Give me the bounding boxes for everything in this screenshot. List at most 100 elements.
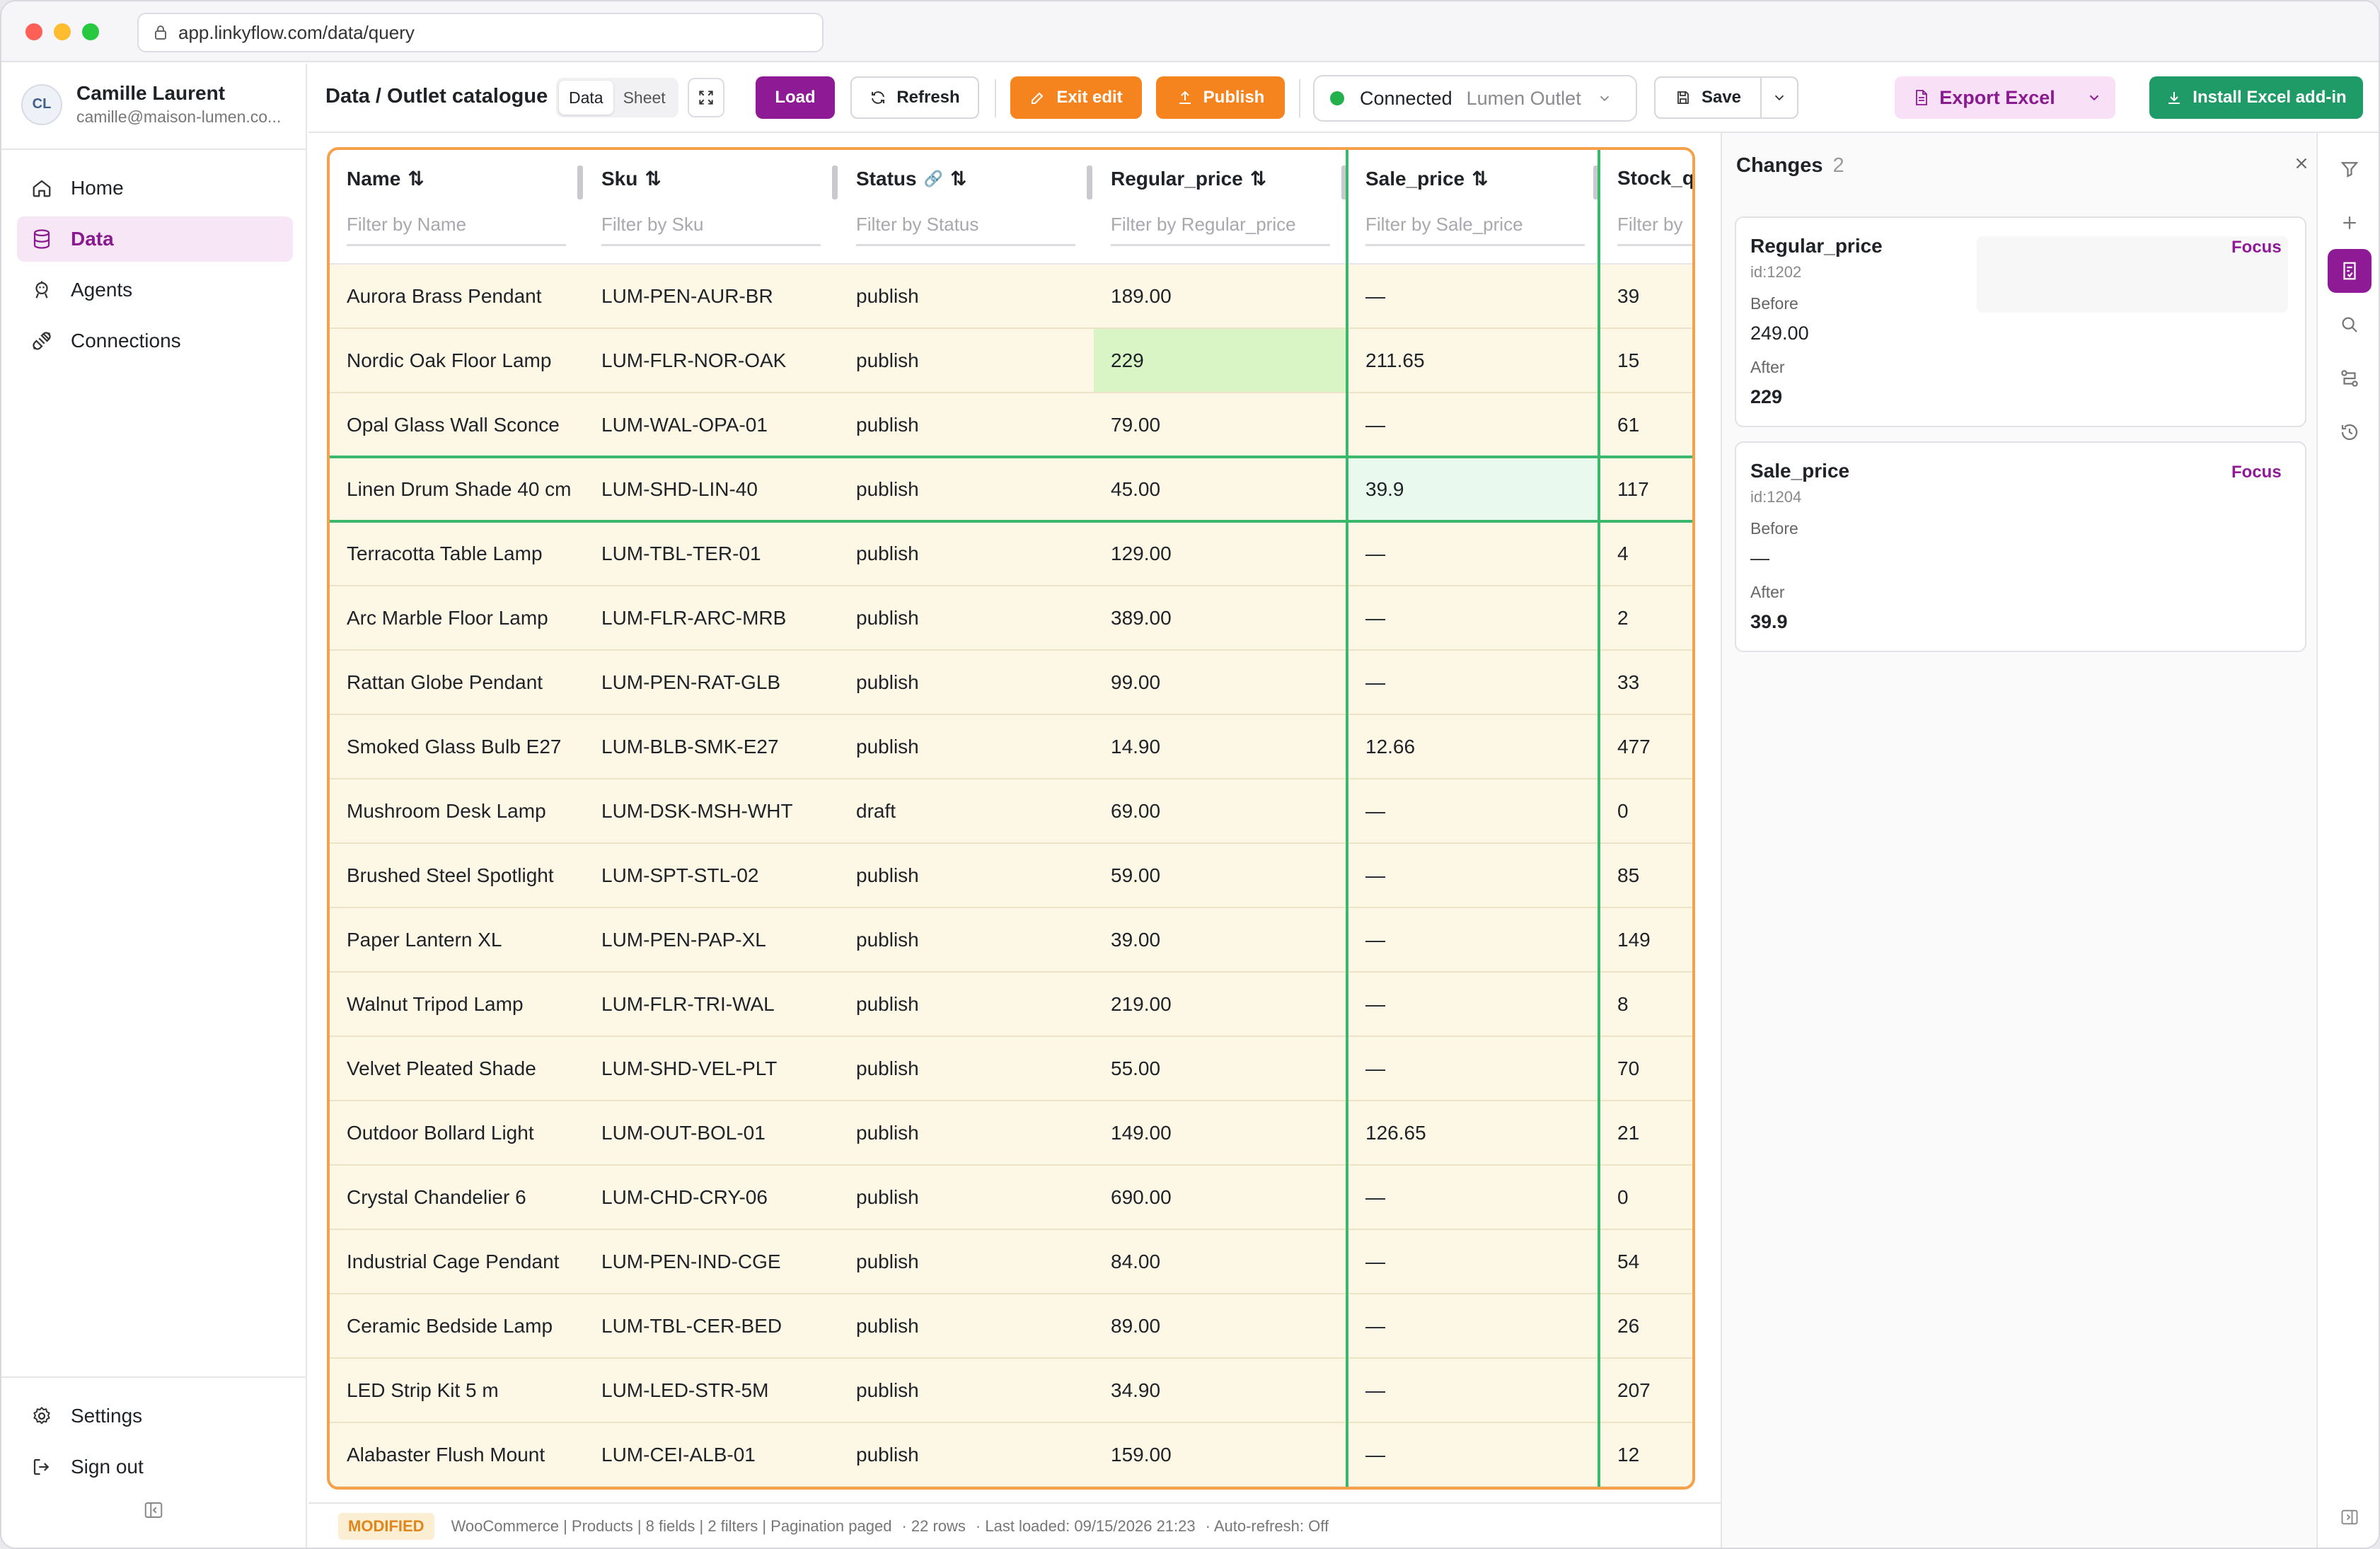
filter-input-sale-price[interactable]: Filter by Sale_price (1365, 207, 1585, 246)
table-cell[interactable]: — (1365, 1444, 1385, 1466)
focus-button[interactable]: Focus (2231, 238, 2282, 257)
table-cell[interactable]: 477 (1617, 736, 1651, 758)
change-card[interactable]: Sale_price id:1204 Focus Before — After … (1735, 441, 2306, 652)
collapse-sidebar-icon[interactable] (143, 1499, 164, 1521)
tab-data[interactable]: Data (559, 81, 613, 115)
table-cell[interactable]: Rattan Globe Pendant (347, 671, 543, 693)
install-addin-button[interactable]: Install Excel add-in (2149, 76, 2363, 119)
fullscreen-button[interactable] (688, 78, 724, 117)
table-cell[interactable]: publish (856, 1057, 919, 1079)
column-header-sku[interactable]: Sku ⇅ Filter by Sku (584, 150, 839, 263)
table-cell[interactable]: LUM-FLR-TRI-WAL (601, 993, 775, 1015)
table-cell[interactable]: 8 (1617, 993, 1629, 1015)
table-cell[interactable]: 84.00 (1111, 1251, 1161, 1272)
table-cell[interactable]: 39.00 (1111, 929, 1161, 951)
table-row[interactable]: Alabaster Flush Mount LUM-CEI-ALB-01 publi… (330, 1423, 1692, 1487)
table-cell[interactable]: publish (856, 993, 919, 1015)
table-cell[interactable]: Walnut Tripod Lamp (347, 993, 524, 1015)
table-cell[interactable]: 2 (1617, 607, 1629, 629)
changes-button[interactable] (2328, 249, 2372, 293)
table-cell[interactable]: publish (856, 1379, 919, 1401)
filter-input-stock[interactable]: Filter by (1617, 207, 1692, 246)
table-cell[interactable]: publish (856, 929, 919, 951)
sort-icon[interactable]: ⇅ (949, 168, 967, 190)
search-button[interactable] (2328, 303, 2372, 347)
table-cell[interactable]: publish (856, 671, 919, 693)
table-cell[interactable]: 39 (1617, 285, 1640, 307)
table-cell[interactable]: — (1365, 929, 1385, 951)
minimize-window-button[interactable] (54, 23, 71, 40)
column-header-sale-price[interactable]: Sale_price ⇅ Filter by Sale_price (1348, 150, 1600, 263)
table-cell[interactable]: — (1365, 607, 1385, 629)
changed-cell[interactable]: 229 (1094, 329, 1348, 392)
table-cell[interactable]: 149 (1617, 929, 1651, 951)
table-cell[interactable]: 189.00 (1111, 285, 1172, 307)
table-cell[interactable]: LUM-LED-STR-5M (601, 1379, 769, 1401)
table-cell[interactable]: 59.00 (1111, 864, 1161, 886)
column-header-status[interactable]: Status 🔗 ⇅ Filter by Status (839, 150, 1094, 263)
column-header-regular-price[interactable]: Regular_price ⇅ Filter by Regular_price (1094, 150, 1348, 263)
table-cell[interactable]: Paper Lantern XL (347, 929, 502, 951)
sidebar-item-connections[interactable]: Connections (17, 318, 293, 364)
table-cell[interactable]: Mushroom Desk Lamp (347, 800, 546, 822)
export-excel-button[interactable]: Export Excel (1895, 76, 2073, 119)
table-cell[interactable]: 45.00 (1111, 478, 1161, 500)
table-cell[interactable]: LUM-OUT-BOL-01 (601, 1122, 766, 1144)
table-cell[interactable]: publish (856, 1251, 919, 1272)
load-button[interactable]: Load (756, 76, 835, 119)
sidebar-item-data[interactable]: Data (17, 216, 293, 262)
table-cell[interactable]: 690.00 (1111, 1186, 1172, 1208)
table-cell[interactable]: publish (856, 1315, 919, 1337)
table-cell[interactable]: publish (856, 1444, 919, 1466)
sort-icon[interactable]: ⇅ (1472, 168, 1489, 190)
filter-input-status[interactable]: Filter by Status (856, 207, 1075, 246)
sign-out-button[interactable]: Sign out (17, 1444, 293, 1490)
change-card[interactable]: Regular_price id:1202 Focus Before 249.0… (1735, 216, 2306, 427)
tab-sheet[interactable]: Sheet (623, 88, 666, 107)
table-cell[interactable]: LUM-DSK-MSH-WHT (601, 800, 793, 822)
close-window-button[interactable] (25, 23, 42, 40)
table-cell[interactable]: — (1365, 1379, 1385, 1401)
column-resize-handle[interactable] (1341, 166, 1347, 199)
table-cell[interactable]: 4 (1617, 543, 1629, 564)
table-cell[interactable]: 129.00 (1111, 543, 1172, 564)
table-cell[interactable]: LUM-CHD-CRY-06 (601, 1186, 768, 1208)
table-cell[interactable]: LUM-BLB-SMK-E27 (601, 736, 779, 758)
table-cell[interactable]: Velvet Pleated Shade (347, 1057, 536, 1079)
filter-input-sku[interactable]: Filter by Sku (601, 207, 821, 246)
column-header-stock[interactable]: Stock_q Filter by (1600, 150, 1692, 263)
table-cell[interactable]: Outdoor Bollard Light (347, 1122, 534, 1144)
table-cell[interactable]: LUM-SHD-VEL-PLT (601, 1057, 778, 1079)
transform-button[interactable] (2328, 356, 2372, 400)
table-cell[interactable]: 211.65 (1365, 349, 1425, 371)
table-cell[interactable]: — (1365, 1186, 1385, 1208)
table-cell[interactable]: 21 (1617, 1122, 1640, 1144)
table-cell[interactable]: LUM-PEN-IND-CGE (601, 1251, 781, 1272)
changed-cell[interactable]: 39.9 (1348, 458, 1600, 521)
table-cell[interactable]: Arc Marble Floor Lamp (347, 607, 548, 629)
table-cell[interactable]: publish (856, 607, 919, 629)
refresh-button[interactable]: Refresh (850, 76, 979, 119)
table-cell[interactable]: LED Strip Kit 5 m (347, 1379, 499, 1401)
table-cell[interactable]: 219.00 (1111, 993, 1172, 1015)
table-cell[interactable]: — (1365, 543, 1385, 564)
table-row[interactable]: Mushroom Desk Lamp LUM-DSK-MSH-WHT draft 69… (330, 779, 1692, 844)
table-cell[interactable]: publish (856, 1186, 919, 1208)
table-cell[interactable]: LUM-PEN-AUR-BR (601, 285, 773, 307)
sort-icon[interactable]: ⇅ (408, 168, 424, 190)
collapse-panel-button[interactable] (2328, 1495, 2372, 1539)
exit-edit-button[interactable]: Exit edit (1010, 76, 1142, 119)
table-row[interactable]: Velvet Pleated Shade LUM-SHD-VEL-PLT publi… (330, 1037, 1692, 1101)
table-row[interactable]: Ceramic Bedside Lamp LUM-TBL-CER-BED publi… (330, 1294, 1692, 1359)
table-cell[interactable]: LUM-FLR-NOR-OAK (601, 349, 787, 371)
table-cell[interactable]: draft (856, 800, 896, 822)
table-cell[interactable]: 34.90 (1111, 1379, 1161, 1401)
table-cell[interactable]: — (1365, 285, 1385, 307)
table-cell[interactable]: — (1365, 1251, 1385, 1272)
table-cell[interactable]: Linen Drum Shade 40 cm (347, 478, 572, 500)
table-row[interactable]: Paper Lantern XL LUM-PEN-PAP-XL publish 39.… (330, 908, 1692, 973)
table-cell[interactable]: publish (856, 543, 919, 564)
table-cell[interactable]: 54 (1617, 1251, 1640, 1272)
table-cell[interactable]: 159.00 (1111, 1444, 1172, 1466)
table-row[interactable]: LED Strip Kit 5 m LUM-LED-STR-5M publish 34… (330, 1359, 1692, 1423)
